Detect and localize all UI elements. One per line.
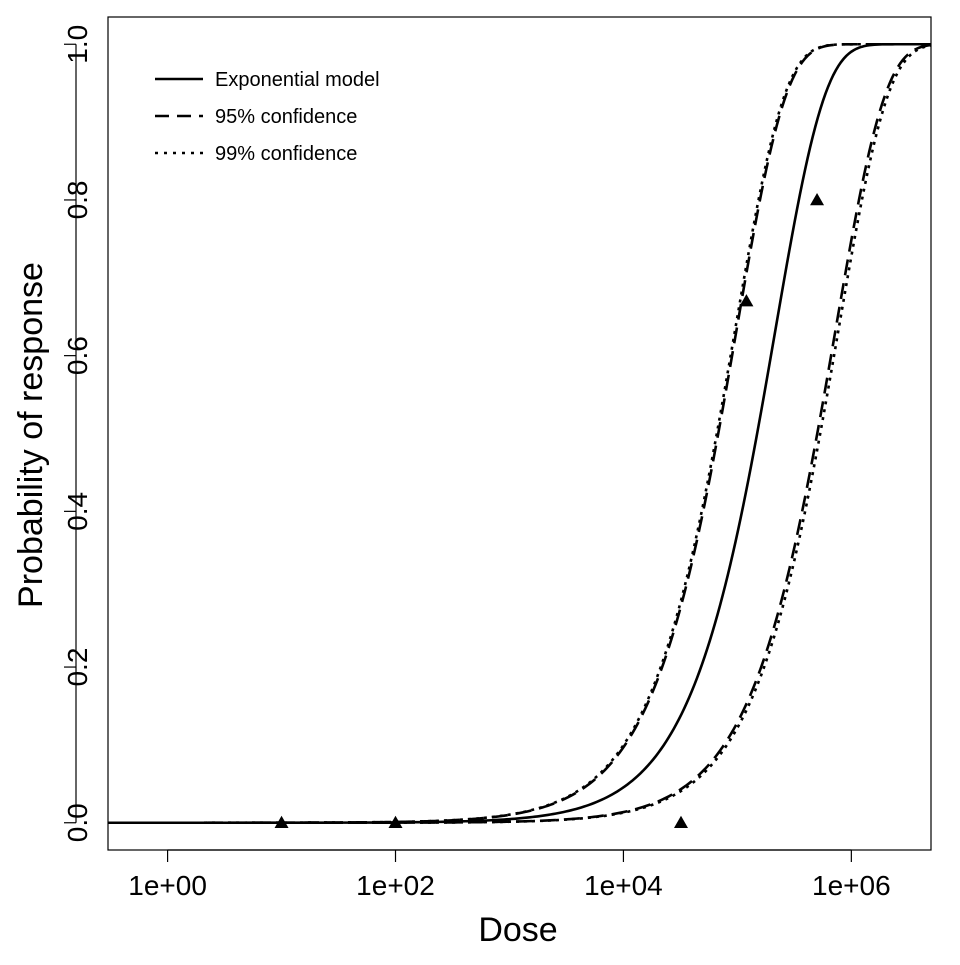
legend-label: 99% confidence — [215, 143, 357, 165]
x-axis: 1e+00 1e+02 1e+04 1e+06 — [128, 849, 891, 901]
x-axis-title: Dose — [478, 911, 557, 949]
x-tick-label: 1e+06 — [812, 870, 891, 901]
legend: Exponential model 95% confidence 99% confi… — [155, 69, 380, 165]
observed-points-layer — [274, 192, 825, 829]
confidence-95-line — [108, 43, 932, 825]
x-tick-label: 1e+04 — [584, 870, 663, 901]
observed-point-triangle — [810, 192, 825, 206]
legend-label: Exponential model — [215, 69, 380, 91]
y-tick-label: 0.0 — [62, 803, 93, 842]
observed-point-triangle — [388, 815, 403, 829]
y-tick-label: 0.6 — [62, 336, 93, 375]
y-tick-label: 1.0 — [62, 25, 93, 64]
observed-point-triangle — [274, 815, 289, 829]
observed-point-triangle — [739, 294, 754, 307]
x-tick-label: 1e+00 — [128, 870, 207, 901]
y-axis-title: Probability of response — [12, 262, 50, 608]
y-tick-label: 0.8 — [62, 180, 93, 219]
series-layer — [108, 42, 932, 825]
confidence-99-line — [108, 44, 932, 825]
y-tick-label: 0.4 — [62, 492, 93, 531]
observed-point-triangle — [673, 815, 688, 829]
y-tick-label: 0.2 — [62, 648, 93, 687]
x-tick-label: 1e+02 — [356, 870, 435, 901]
legend-label: 95% confidence — [215, 106, 357, 128]
y-axis: 0.0 0.2 0.4 0.6 0.8 1.0 — [62, 25, 93, 842]
